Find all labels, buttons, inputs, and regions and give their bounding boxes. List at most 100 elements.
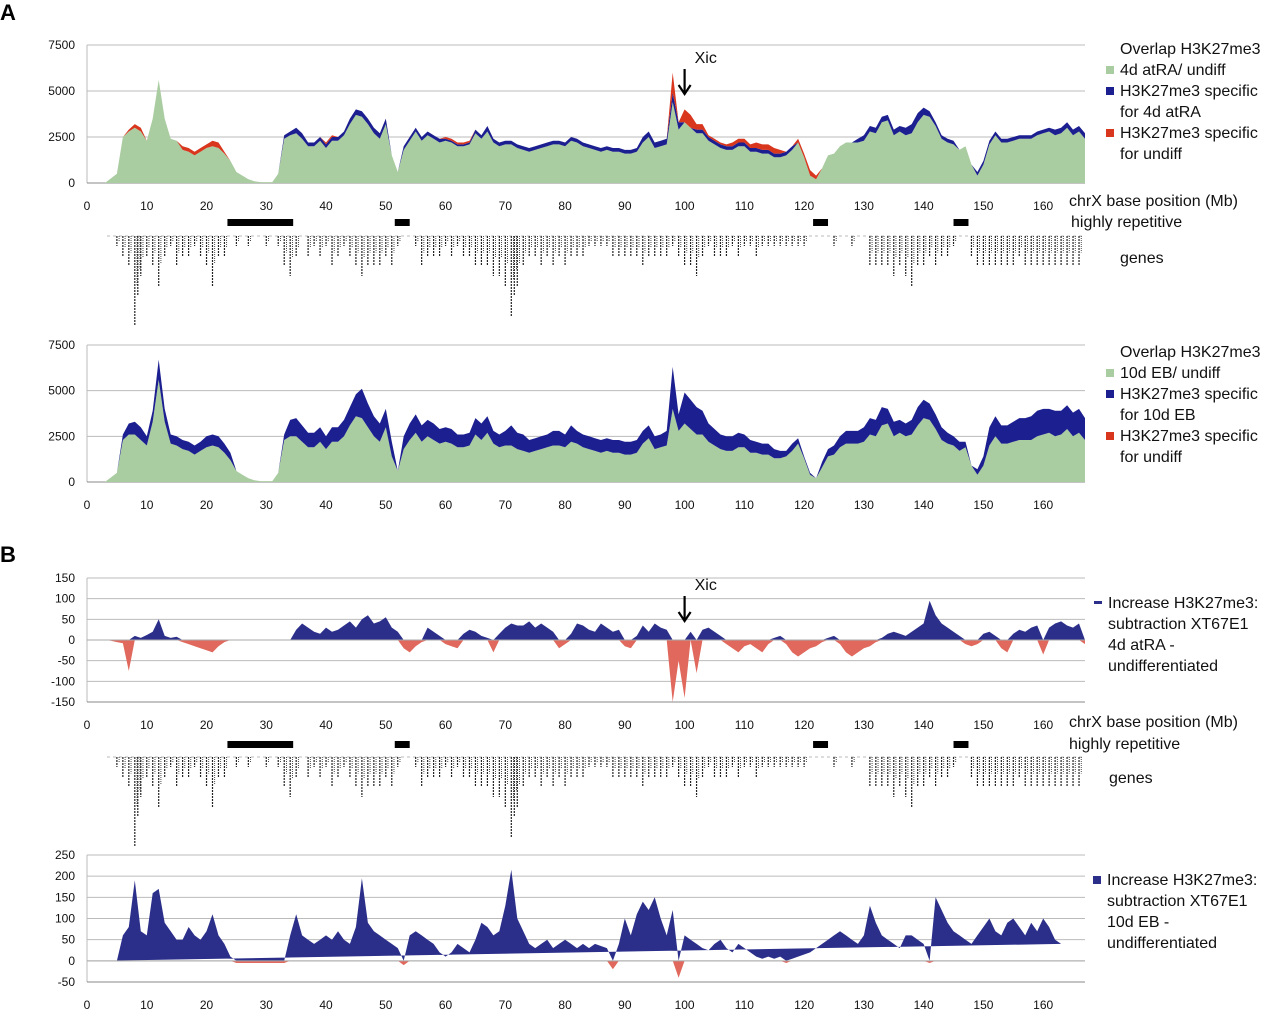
xtick-label: 80 <box>558 199 572 213</box>
chart-a1: 0 2500 5000 7500 0 10 20 30 40 50 60 70 80 90 100 110 12… <box>48 38 1085 213</box>
legend-entry-line: undifferentiated <box>1093 933 1257 954</box>
xtick-label: 80 <box>558 498 572 512</box>
area-specific-treated <box>104 359 1085 482</box>
xtick-label: 70 <box>499 718 513 732</box>
legend-entry-line: H3K27me3 specific <box>1106 123 1261 144</box>
ytick-label: -100 <box>51 674 75 688</box>
xtick-label: 120 <box>794 199 814 213</box>
xtick-label: 60 <box>439 498 453 512</box>
xtick-label: 160 <box>1033 998 1053 1012</box>
legend-entry-line: H3K27me3 specific <box>1106 81 1261 102</box>
xtick-label: 40 <box>319 718 333 732</box>
legend-entry-line: for 10d EB <box>1106 405 1261 426</box>
xtick-label: 90 <box>618 498 632 512</box>
legend-entry-line: 4d atRA/ undiff <box>1106 60 1261 81</box>
xtick-label: 130 <box>854 718 874 732</box>
xtick-label: 20 <box>200 498 214 512</box>
legend-text: undifferentiated <box>1108 658 1219 675</box>
chart-b1: -150 -100 -50 0 50 100 150 0 10 20 30 40 50 60 70 80 90 1… <box>51 571 1085 732</box>
xtick-label: 140 <box>914 498 934 512</box>
legend-text: undifferentiated <box>1107 935 1218 952</box>
xtick-label: 60 <box>439 998 453 1012</box>
repetitive-block <box>394 219 410 226</box>
xtick-label: 160 <box>1033 718 1053 732</box>
repetitive-track <box>227 741 969 748</box>
xtick-label: 90 <box>618 998 632 1012</box>
chart-b2: -50 0 50 100 150 200 250 0 10 20 30 40 50 60 70 80 90 100… <box>55 848 1085 1012</box>
xic-arrow-head <box>677 84 692 96</box>
xtick-label: 40 <box>319 998 333 1012</box>
xtick-label: 150 <box>973 498 993 512</box>
xtick-label: 100 <box>675 998 695 1012</box>
ytick-label: -150 <box>51 695 75 709</box>
ytick-label: 0 <box>68 176 75 190</box>
chart-a2: 0 2500 5000 7500 0 10 20 30 40 50 60 70 80 90 100 110 12… <box>48 338 1085 512</box>
xtick-label: 140 <box>914 718 934 732</box>
legend-entry-line: subtraction XT67E1 <box>1093 891 1257 912</box>
ytick-label: 7500 <box>48 38 75 52</box>
legend-text: Increase H3K27me3: <box>1107 872 1258 889</box>
area-decrease <box>104 640 1085 702</box>
repetitive-block <box>953 741 969 748</box>
xtick-label: 110 <box>735 199 754 213</box>
ytick-label: -50 <box>58 975 76 989</box>
xtick-label: 50 <box>379 498 393 512</box>
xtick-label: 40 <box>319 199 333 213</box>
repetitive-block <box>953 219 969 226</box>
legend-text: H3K27me3 specific <box>1120 428 1258 445</box>
ytick-label: 2500 <box>48 429 75 443</box>
area-increase <box>104 600 1085 640</box>
xtick-label: 110 <box>735 998 754 1012</box>
legend-entry-line: 10d EB - <box>1093 912 1257 933</box>
legend-text: Increase H3K27me3: <box>1108 595 1259 612</box>
repetitive-block <box>394 741 410 748</box>
legend-text: Overlap H3K27me3 <box>1120 344 1261 361</box>
xtick-label: 120 <box>794 718 814 732</box>
xtick-label: 110 <box>735 718 754 732</box>
xtick-label: 70 <box>499 199 513 213</box>
area-overlap <box>104 379 1085 482</box>
xic-annotation: Xic <box>677 577 717 623</box>
xtick-label: 0 <box>84 998 91 1012</box>
xtick-label: 10 <box>140 199 154 213</box>
panel-letter-a: A <box>0 0 16 25</box>
legend-swatch <box>1106 390 1114 398</box>
legend-entry-line: for 4d atRA <box>1106 102 1261 123</box>
genes-label-a: genes <box>1120 250 1164 267</box>
xtick-label: 130 <box>854 199 874 213</box>
ytick-label: 250 <box>55 848 75 862</box>
genes-track <box>107 235 1085 326</box>
legend-text: for 10d EB <box>1120 407 1196 424</box>
xtick-label: 80 <box>558 998 572 1012</box>
ytick-label: 100 <box>55 912 75 926</box>
legend-entry-line: Increase H3K27me3: <box>1094 593 1258 614</box>
xtick-label: 120 <box>794 498 814 512</box>
legend-entry-line: H3K27me3 specific <box>1106 384 1261 405</box>
ytick-label: -50 <box>58 654 76 668</box>
ytick-label: 150 <box>55 571 75 585</box>
area-overlap <box>104 80 1085 183</box>
xtick-label: 140 <box>914 998 934 1012</box>
ytick-label: 7500 <box>48 338 75 352</box>
legend-text: for undiff <box>1120 146 1182 163</box>
legend-text: for undiff <box>1120 449 1182 466</box>
legend-text: subtraction XT67E1 <box>1107 893 1248 910</box>
xtick-label: 30 <box>260 498 274 512</box>
ytick-label: 0 <box>68 475 75 489</box>
legend-entry-line: Increase H3K27me3: <box>1093 870 1257 891</box>
xtick-label: 130 <box>854 498 874 512</box>
legend-text: 10d EB - <box>1107 914 1170 931</box>
xtick-label: 30 <box>260 199 274 213</box>
legend-swatch <box>1094 601 1102 604</box>
ytick-label: 200 <box>55 869 75 883</box>
genes-label-b: genes <box>1109 770 1153 787</box>
panel-letter-b: B <box>0 542 16 567</box>
legend-swatch <box>1106 369 1114 377</box>
legend-entry-line: 10d EB/ undiff <box>1106 363 1261 384</box>
ytick-label: 5000 <box>48 84 75 98</box>
xtick-label: 50 <box>379 718 393 732</box>
xtick-label: 20 <box>200 998 214 1012</box>
ytick-label: 2500 <box>48 130 75 144</box>
xaxis-label-b1: chrX base position (Mb) <box>1069 714 1238 731</box>
legend-text: H3K27me3 specific <box>1120 125 1258 142</box>
